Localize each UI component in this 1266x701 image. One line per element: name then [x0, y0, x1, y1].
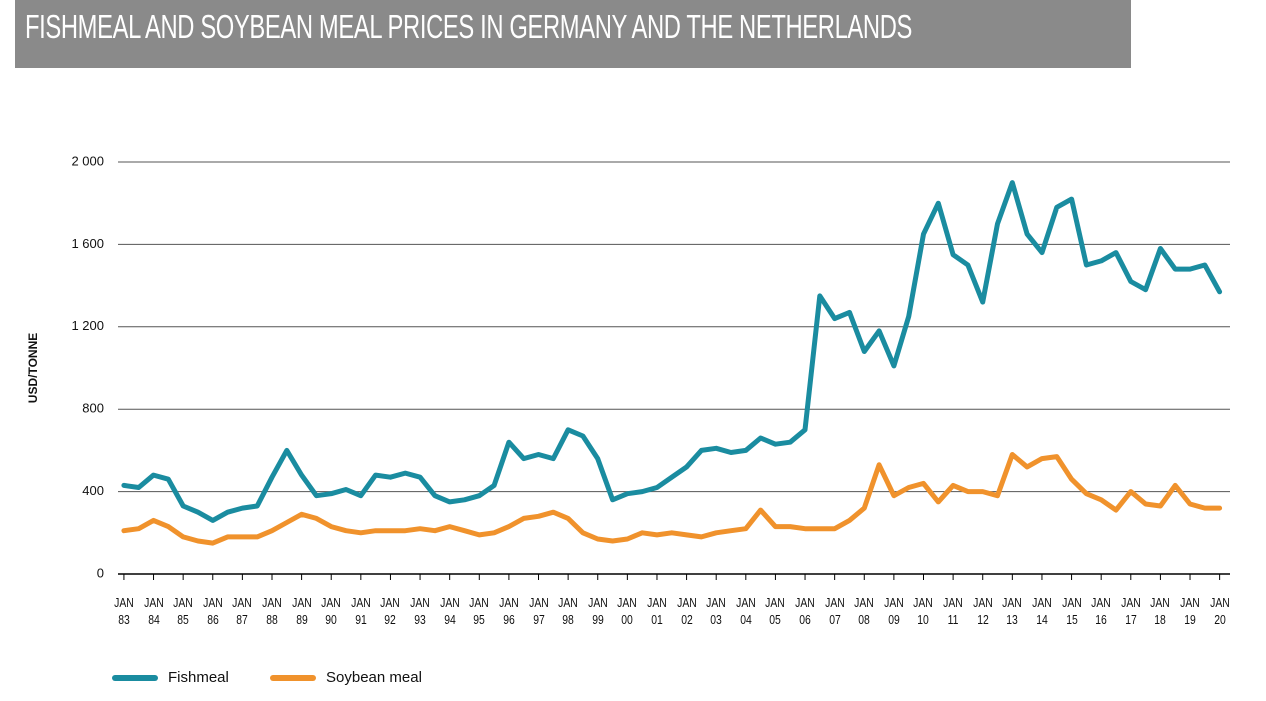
x-tick-label: JAN 95: [469, 595, 490, 627]
x-tick-label: JAN 03: [706, 595, 727, 627]
x-tick-label: JAN 94: [439, 595, 460, 627]
x-tick-label: JAN 92: [380, 595, 401, 627]
x-tick-label: JAN 04: [735, 595, 756, 627]
x-tick-label: JAN 09: [884, 595, 904, 627]
x-tick-label: JAN 88: [262, 595, 282, 627]
y-tick-label: 2 000: [71, 153, 104, 168]
y-tick-label: 1 200: [71, 318, 104, 333]
x-tick-label: JAN 15: [1061, 595, 1082, 627]
x-tick-label: JAN 13: [1002, 595, 1023, 627]
x-tick-label: JAN 87: [232, 595, 253, 627]
legend-label: Soybean meal: [326, 669, 422, 686]
x-tick-label: JAN 90: [321, 595, 342, 627]
x-tick-label: JAN 07: [824, 595, 845, 627]
x-tick-label: JAN 85: [173, 595, 193, 627]
x-tick-label: JAN 00: [617, 595, 638, 627]
y-tick-label: 400: [82, 483, 104, 498]
x-tick-label: JAN 05: [765, 595, 786, 627]
x-tick-label: JAN 08: [854, 595, 875, 627]
x-tick-label: JAN 98: [558, 595, 578, 627]
x-tick-label: JAN 99: [587, 595, 608, 627]
x-tick-label: JAN 01: [647, 595, 667, 627]
x-tick-label: JAN 97: [528, 595, 549, 627]
x-tick-label: JAN 06: [795, 595, 815, 627]
x-tick-label: JAN 89: [291, 595, 312, 627]
x-tick-label: JAN 93: [410, 595, 430, 627]
x-tick-label: JAN 20: [1209, 595, 1230, 627]
x-tick-label: JAN 84: [143, 595, 164, 627]
x-tick-label: JAN 12: [972, 595, 993, 627]
legend-label: Fishmeal: [168, 669, 229, 686]
x-tick-label: JAN 17: [1120, 595, 1141, 627]
x-tick-label: JAN 91: [351, 595, 371, 627]
series-line: [121, 180, 1223, 523]
x-tick-label: JAN 19: [1180, 595, 1200, 627]
x-tick-label: JAN 11: [943, 595, 963, 627]
y-tick-label: 800: [82, 401, 104, 416]
x-tick-label: JAN 83: [114, 595, 134, 627]
y-axis-label: USD/TONNE: [26, 333, 40, 403]
series-line: [121, 452, 1223, 546]
y-tick-label: 0: [97, 565, 104, 580]
x-tick-label: JAN 18: [1150, 595, 1171, 627]
x-tick-label: JAN 14: [1032, 595, 1052, 627]
x-tick-label: JAN 86: [202, 595, 223, 627]
chart-title: FISHMEAL AND SOYBEAN MEAL PRICES IN GERM…: [25, 8, 913, 45]
y-tick-label: 1 600: [71, 236, 104, 251]
x-tick-label: JAN 16: [1091, 595, 1111, 627]
x-tick-label: JAN 10: [913, 595, 934, 627]
x-tick-label: JAN 96: [499, 595, 519, 627]
title-banner: [15, 0, 1131, 68]
x-tick-label: JAN 02: [676, 595, 697, 627]
